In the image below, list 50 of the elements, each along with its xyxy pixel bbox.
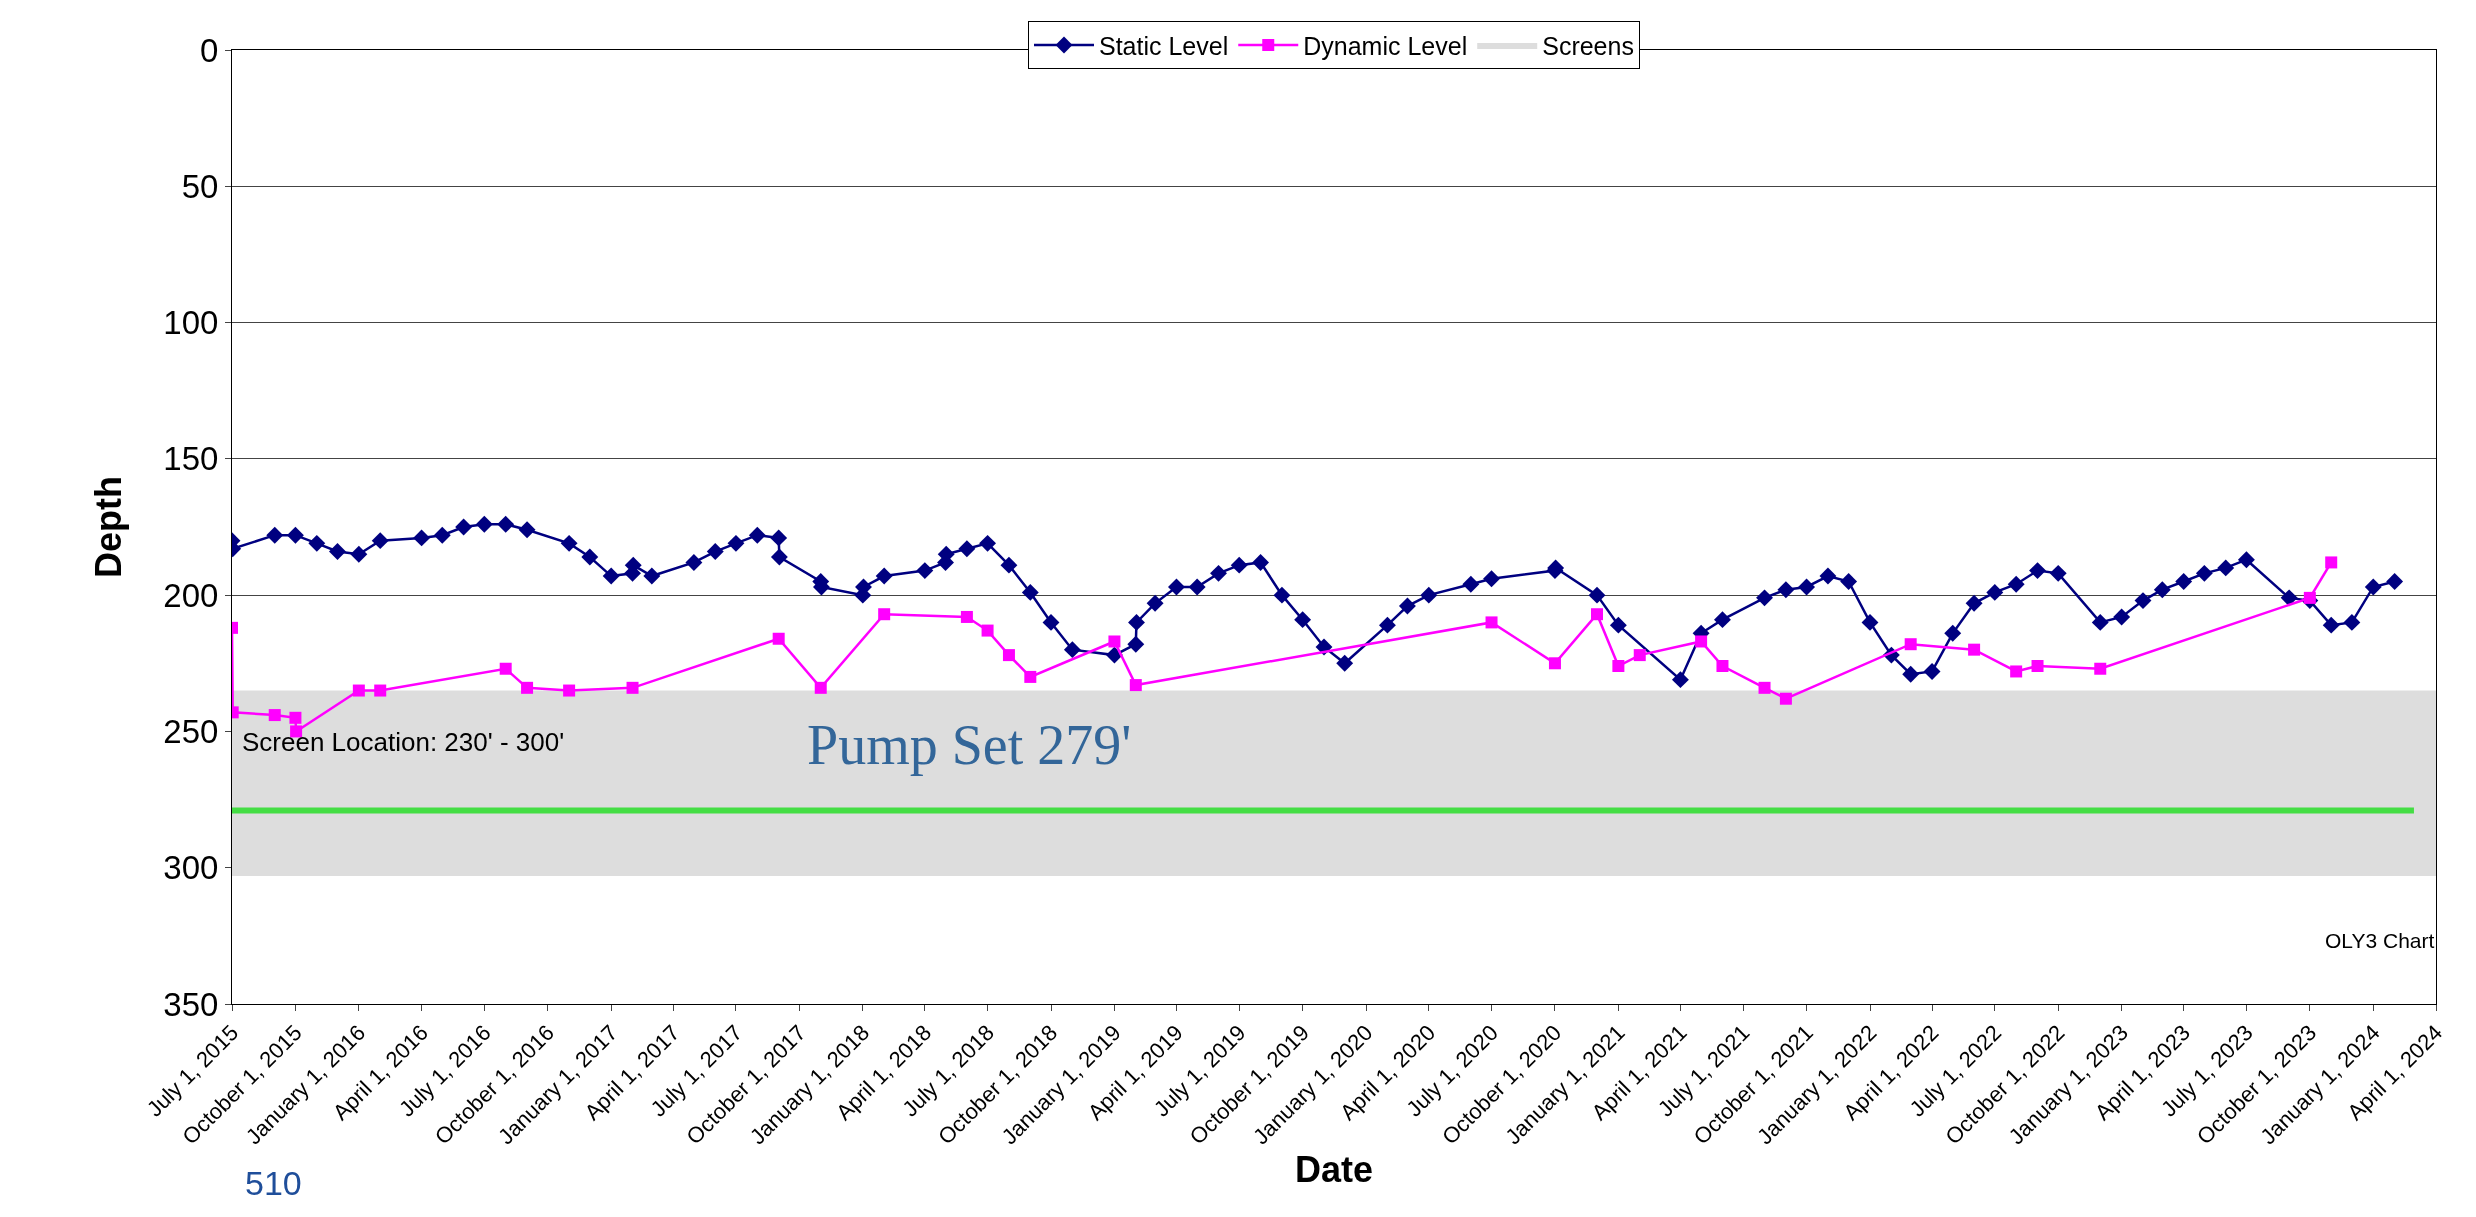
point xyxy=(1002,649,1015,662)
y-tick-label: 100 xyxy=(163,304,219,342)
point xyxy=(2031,660,2044,673)
point xyxy=(563,684,576,697)
point xyxy=(981,624,994,637)
point xyxy=(521,681,534,694)
point xyxy=(2325,556,2338,569)
point xyxy=(960,610,973,623)
annotation: OLY3 Chart xyxy=(2325,929,2435,952)
text: 510 xyxy=(245,1164,302,1202)
ref-line-label: Pump Set 279' xyxy=(807,714,1132,776)
point xyxy=(374,684,387,697)
point xyxy=(1591,608,1603,621)
legend-label: Screens xyxy=(1542,31,1634,60)
x-axis-title: Date xyxy=(1294,1149,1374,1191)
point xyxy=(2094,662,2107,675)
point xyxy=(1485,616,1498,629)
point xyxy=(1758,681,1771,694)
point xyxy=(1716,660,1729,673)
point xyxy=(1108,635,1121,648)
y-tick-label: 300 xyxy=(163,849,219,887)
point xyxy=(814,681,827,694)
point xyxy=(1024,670,1037,683)
y-tick-label: 150 xyxy=(163,440,219,478)
y-axis-title: Depth xyxy=(88,476,130,578)
point xyxy=(289,711,302,724)
point xyxy=(1129,679,1142,692)
point xyxy=(1968,643,1981,656)
legend-label: Dynamic Level xyxy=(1303,31,1468,60)
y-tick-label: 350 xyxy=(163,985,219,1023)
point xyxy=(2010,665,2023,678)
point xyxy=(268,709,281,722)
point xyxy=(626,681,639,694)
y-tick-label: 200 xyxy=(163,576,219,614)
y-tick-label: 0 xyxy=(200,31,219,69)
point xyxy=(352,684,365,697)
y-tick-label: 50 xyxy=(181,167,219,205)
point xyxy=(1695,635,1708,648)
point xyxy=(772,632,785,645)
point xyxy=(1612,660,1625,673)
point xyxy=(1779,692,1792,705)
annotation: Screen Location: 230' - 300' xyxy=(242,727,565,757)
point xyxy=(878,608,891,621)
point xyxy=(1548,657,1561,670)
y-tick-label: 250 xyxy=(163,712,219,750)
legend-label: Static Level xyxy=(1099,31,1229,60)
point xyxy=(499,662,512,675)
point xyxy=(1633,649,1646,662)
point xyxy=(2303,591,2316,604)
point xyxy=(1904,638,1917,651)
